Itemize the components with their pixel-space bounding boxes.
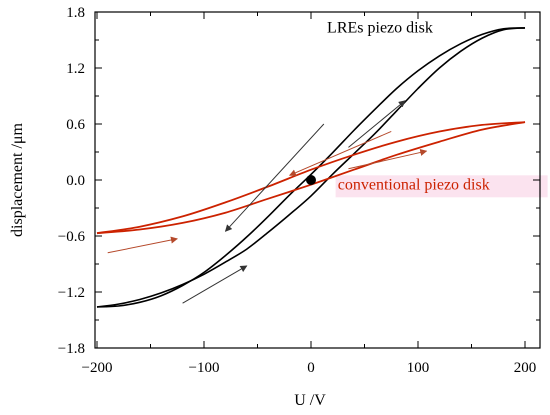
y-tick-label: 0.0 — [66, 173, 85, 189]
direction-arrow — [224, 123, 325, 232]
series-line-lres-ascending — [96, 27, 526, 308]
x-tick-label: 200 — [514, 360, 537, 376]
direction-arrow — [107, 236, 178, 254]
x-tick-label: −200 — [82, 360, 113, 376]
series-line-conventional-descending — [96, 121, 526, 235]
y-tick-label: −1.2 — [58, 285, 85, 301]
y-tick-label: −0.6 — [58, 229, 86, 245]
y-tick-label: 1.8 — [66, 5, 85, 21]
hysteresis-curves — [96, 27, 526, 308]
x-tick-label: 100 — [407, 360, 430, 376]
y-tick-label: 1.2 — [66, 61, 85, 77]
axis-ticks: −200 −100 0 100 200 −1.8 −1.2 −0.6 0.0 0.6 1.2 1.8 — [58, 5, 540, 376]
annotation-lres-label: LREs piezo disk — [327, 20, 433, 37]
x-tick-label: −100 — [189, 360, 220, 376]
direction-arrow — [182, 265, 248, 304]
y-tick-label: −1.8 — [58, 341, 85, 357]
series-line-lres-descending — [96, 27, 526, 308]
annotation-conventional-label: conventional piezo disk — [338, 176, 490, 193]
label-highlight — [335, 175, 548, 198]
x-axis-title: U /V — [294, 392, 326, 409]
annotation-highlights — [335, 175, 548, 198]
direction-arrow — [288, 131, 392, 177]
y-axis-title: displacement /μm — [9, 123, 26, 237]
y-tick-label: 0.6 — [66, 117, 85, 133]
direction-arrow — [348, 100, 406, 148]
direction-arrows — [107, 100, 428, 304]
direction-arrow — [348, 149, 428, 170]
origin-point — [306, 175, 316, 185]
x-tick-label: 0 — [307, 360, 315, 376]
